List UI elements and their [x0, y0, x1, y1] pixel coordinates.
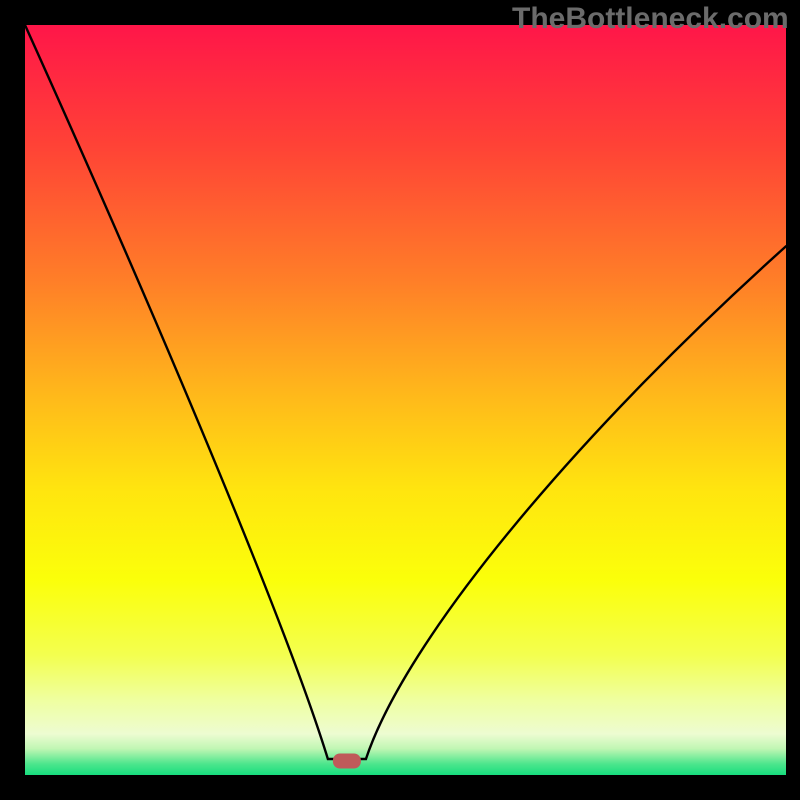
watermark-text: TheBottleneck.com [512, 2, 789, 36]
plot-background [25, 25, 786, 775]
optimal-point-marker [333, 754, 361, 769]
chart-canvas [0, 0, 800, 800]
